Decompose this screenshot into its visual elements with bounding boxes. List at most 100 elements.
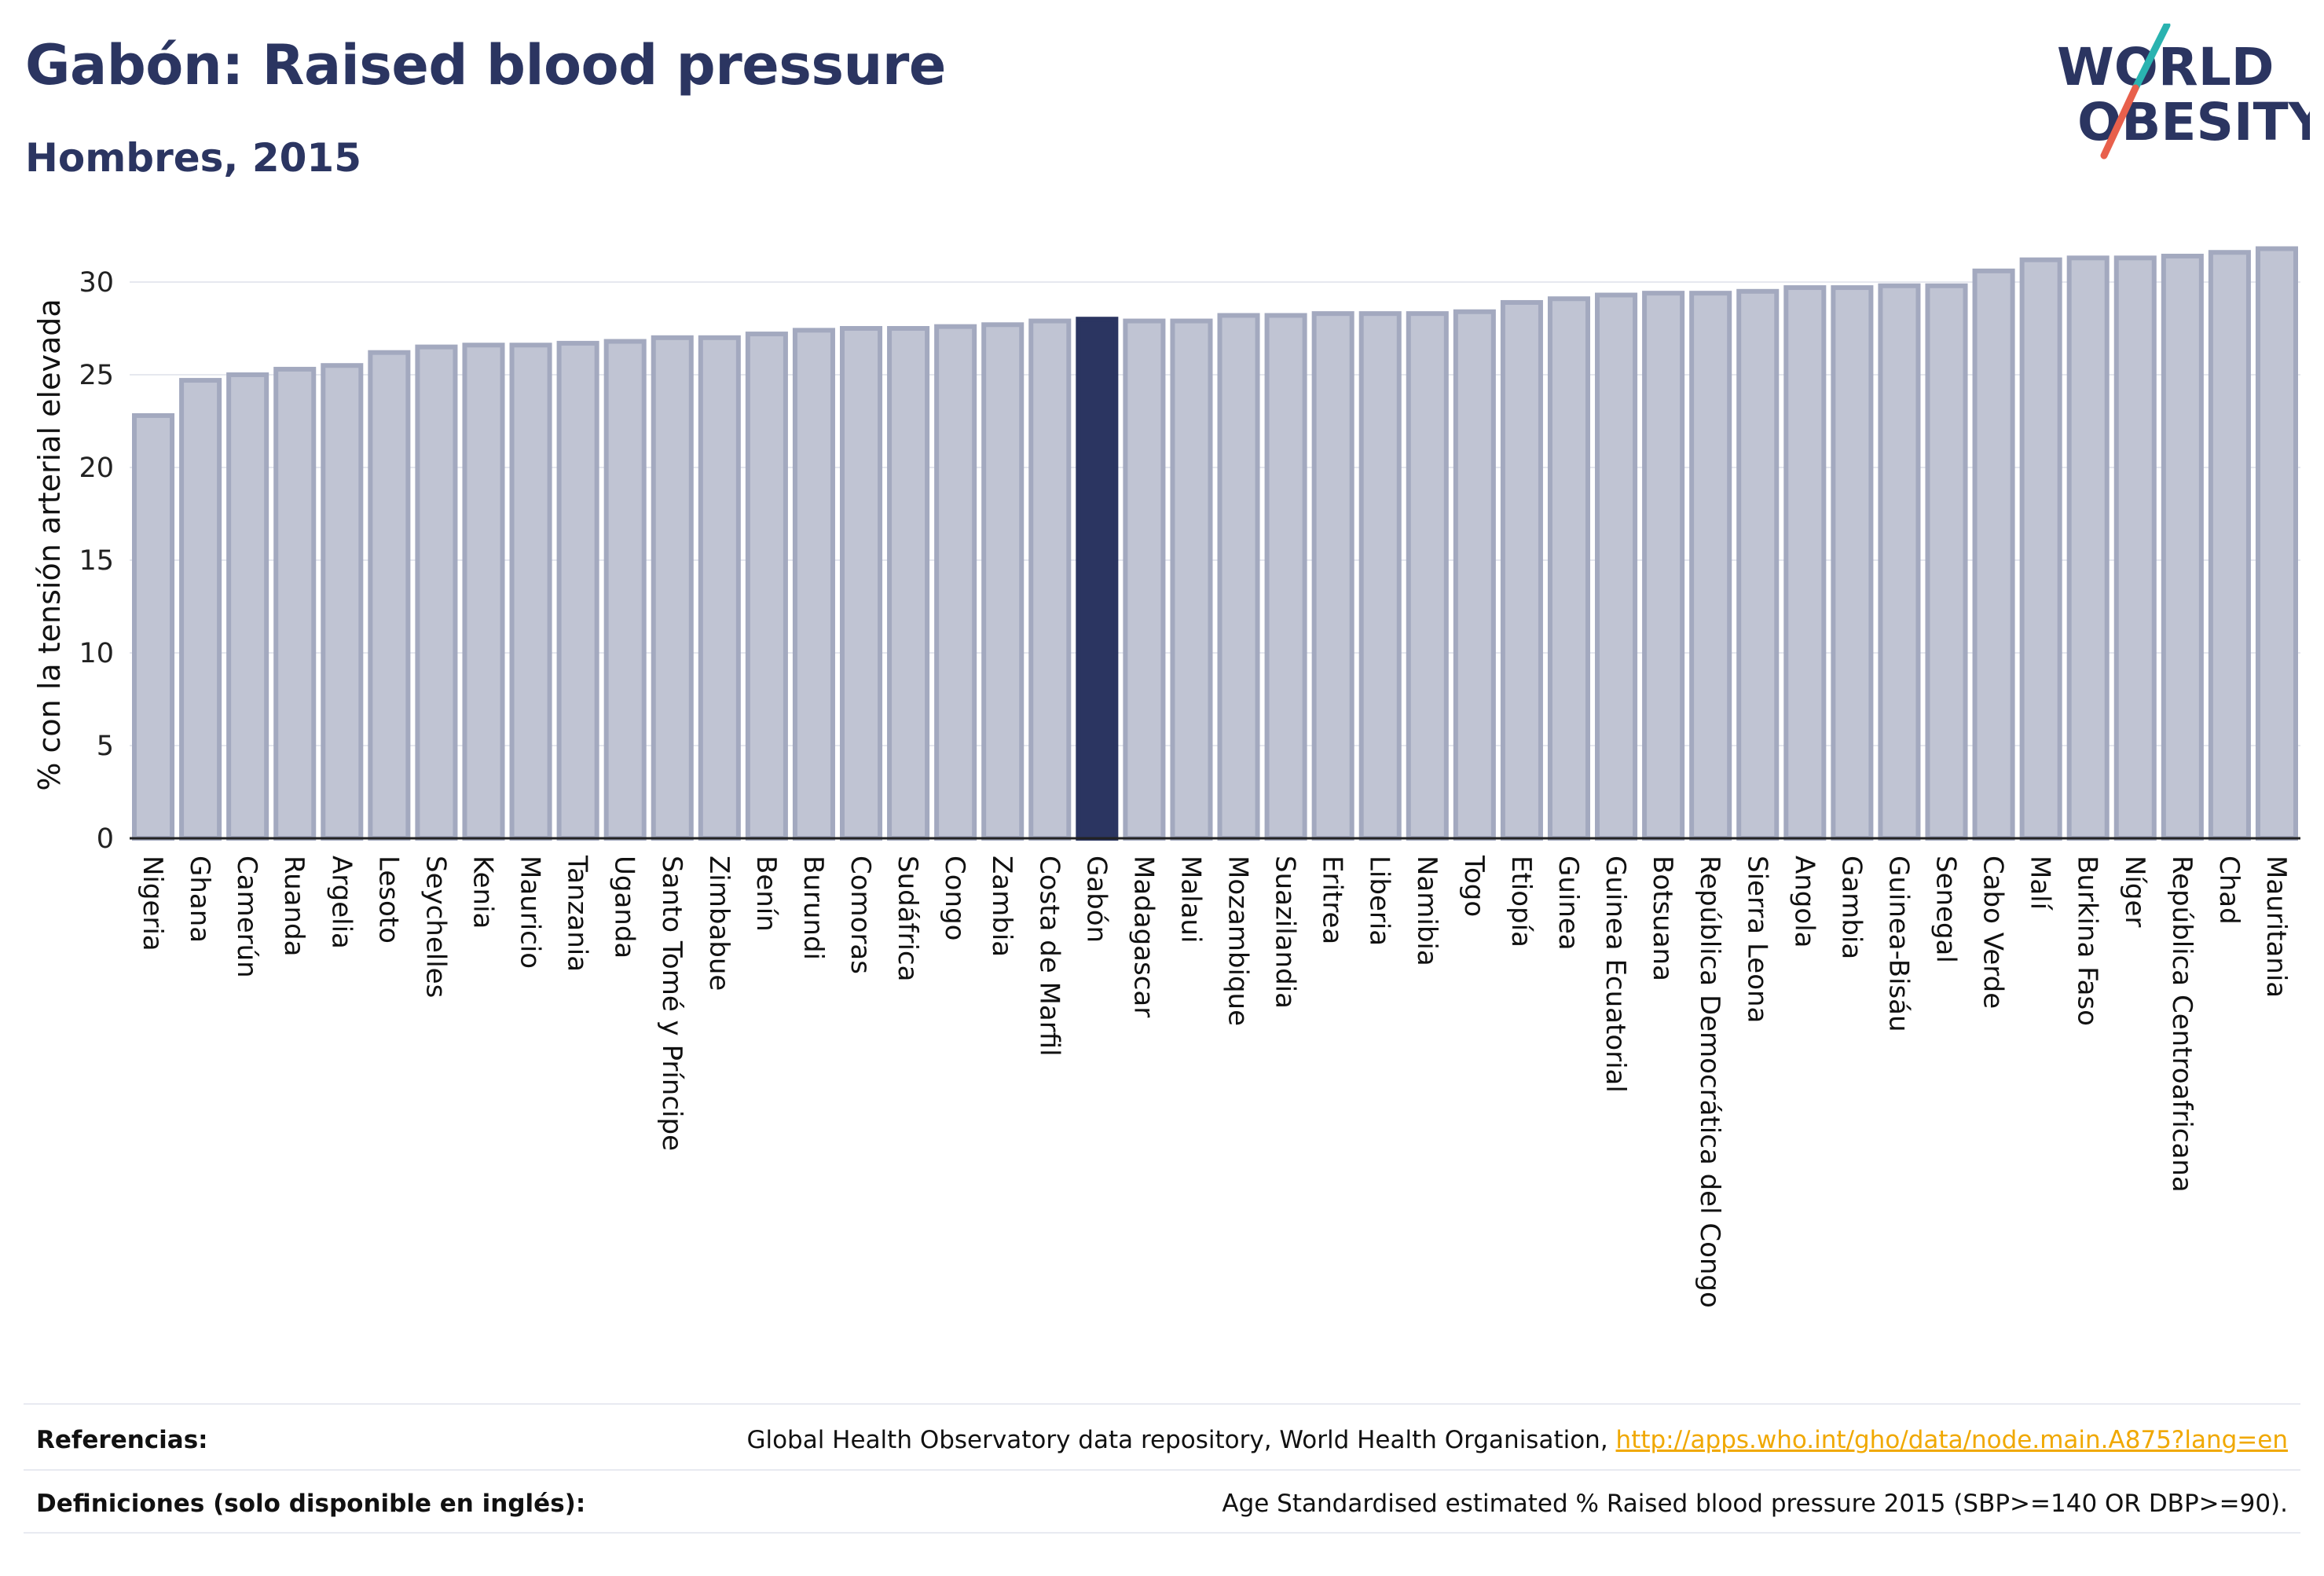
x-tick-label: Chad bbox=[2213, 856, 2245, 925]
bar bbox=[509, 343, 552, 841]
bar bbox=[1831, 285, 1874, 841]
y-tick-label: 15 bbox=[79, 545, 114, 577]
x-tick-label: Burkina Faso bbox=[2072, 856, 2103, 1026]
y-tick-label: 25 bbox=[79, 360, 114, 391]
bar bbox=[1925, 283, 1968, 841]
bar bbox=[1406, 311, 1449, 841]
bar bbox=[1453, 309, 1496, 841]
x-tick-label: Liberia bbox=[1364, 856, 1395, 946]
logo-slash-top bbox=[2132, 24, 2171, 92]
bar bbox=[1736, 288, 1780, 841]
axis-layer: 0 5 10 15 20 25 30 Nigeria Ghana Camerún Ruanda Arg… bbox=[32, 267, 2300, 1308]
bar bbox=[226, 372, 269, 841]
x-tick-label: Kenia bbox=[467, 856, 498, 929]
footer-divider-top bbox=[24, 1403, 2300, 1405]
x-tick-label: Sudáfrica bbox=[892, 856, 923, 981]
x-tick-label: Namibia bbox=[1411, 856, 1442, 966]
y-tick-label: 20 bbox=[79, 453, 114, 484]
x-tick-label: Guinea-Bisáu bbox=[1882, 856, 1914, 1032]
x-tick-label: Santo Tomé y Príncipe bbox=[656, 856, 687, 1151]
x-tick-label: Ghana bbox=[184, 856, 215, 943]
bar bbox=[462, 343, 505, 841]
definitions-text: Age Standardised estimated % Raised bloo… bbox=[1222, 1490, 2288, 1518]
world-obesity-logo: WORLD OBESITY bbox=[2057, 24, 2310, 159]
bar bbox=[1123, 318, 1166, 841]
logo-text-world: WORLD bbox=[2057, 37, 2275, 97]
x-tick-label: Guinea bbox=[1552, 856, 1584, 951]
bar-highlight bbox=[1076, 317, 1119, 841]
x-tick-label: Costa de Marfil bbox=[1033, 856, 1065, 1057]
x-tick-label: Sierra Leona bbox=[1741, 856, 1772, 1023]
bar bbox=[321, 363, 364, 841]
x-tick-label: Congo bbox=[939, 856, 970, 940]
bar bbox=[273, 366, 317, 841]
bar bbox=[745, 332, 788, 841]
x-tick-label: Eritrea bbox=[1317, 856, 1348, 944]
x-tick-label: Nigeria bbox=[137, 856, 168, 951]
y-tick-label: 10 bbox=[79, 638, 114, 669]
bar-chart: 0 5 10 15 20 25 30 Nigeria Ghana Camerún Ruanda Arg… bbox=[32, 246, 2300, 1308]
bar bbox=[179, 378, 222, 841]
bar bbox=[887, 326, 930, 841]
x-tick-label: Botsuana bbox=[1647, 856, 1678, 981]
x-tick-label: Camerún bbox=[231, 856, 262, 978]
page-title: Gabón: Raised blood pressure bbox=[25, 33, 946, 97]
bar bbox=[1878, 283, 1921, 841]
bar bbox=[792, 328, 835, 841]
x-tick-label: República Democrática del Congo bbox=[1694, 856, 1725, 1308]
x-tick-label: Angola bbox=[1788, 856, 1820, 947]
x-tick-label: Madagascar bbox=[1127, 856, 1159, 1017]
footer-divider-bottom bbox=[24, 1532, 2300, 1534]
bar bbox=[415, 344, 458, 841]
x-tick-label: Malí bbox=[2025, 856, 2056, 911]
y-tick-label: 30 bbox=[79, 267, 114, 299]
x-tick-label: Gambia bbox=[1835, 856, 1867, 959]
x-tick-label: Seychelles bbox=[420, 856, 451, 998]
x-tick-label: Burundi bbox=[797, 856, 829, 960]
bar bbox=[1028, 318, 1072, 841]
x-tick-label: Mauritania bbox=[2260, 856, 2292, 998]
x-tick-label: Gabón bbox=[1080, 856, 1112, 943]
x-tick-label: Uganda bbox=[609, 856, 640, 958]
bar bbox=[132, 412, 175, 841]
x-tick-label: Malaui bbox=[1175, 856, 1206, 943]
bar bbox=[2019, 257, 2062, 841]
x-tick-label: Ruanda bbox=[278, 856, 310, 956]
x-tick-label: Níger bbox=[2119, 856, 2150, 927]
bar bbox=[934, 324, 977, 841]
y-tick-label: 0 bbox=[97, 823, 114, 855]
x-tick-label: Togo bbox=[1458, 855, 1490, 917]
bar bbox=[1595, 292, 1638, 841]
bar bbox=[1783, 285, 1827, 841]
bar bbox=[698, 335, 741, 841]
bar-layer bbox=[132, 246, 2298, 841]
x-tick-label: Etiopía bbox=[1505, 856, 1537, 947]
references-text: Global Health Observatory data repositor… bbox=[746, 1426, 1616, 1454]
bar bbox=[1972, 268, 2015, 841]
logo-slash-bottom bbox=[2100, 84, 2139, 159]
bar bbox=[368, 350, 411, 841]
bar bbox=[2161, 253, 2204, 841]
x-tick-label: Cabo Verde bbox=[1978, 856, 2009, 1009]
x-tick-label: Mauricio bbox=[515, 856, 546, 969]
bar bbox=[1547, 296, 1591, 841]
bar bbox=[981, 322, 1025, 841]
bar bbox=[1642, 291, 1685, 841]
x-tick-label: Suazilandia bbox=[1270, 856, 1301, 1009]
bar bbox=[603, 339, 647, 841]
x-tick-label: Zimbabue bbox=[703, 856, 735, 991]
bar bbox=[839, 326, 883, 841]
references-link[interactable]: http://apps.who.int/gho/data/node.main.A… bbox=[1615, 1426, 2288, 1454]
bar bbox=[2208, 250, 2251, 841]
y-axis-label: % con la tensión arterial elevada bbox=[32, 299, 67, 790]
x-tick-label: Guinea Ecuatorial bbox=[1600, 856, 1631, 1093]
bar bbox=[1311, 311, 1354, 841]
x-tick-label: Mozambique bbox=[1222, 856, 1254, 1026]
x-tick-label: Benín bbox=[750, 856, 782, 932]
x-tick-label: Senegal bbox=[1930, 856, 1962, 963]
bar bbox=[2113, 255, 2157, 841]
bar bbox=[2066, 255, 2110, 841]
bar bbox=[556, 340, 599, 841]
footer-divider-middle bbox=[24, 1469, 2300, 1471]
references-label: Referencias: bbox=[36, 1426, 208, 1454]
